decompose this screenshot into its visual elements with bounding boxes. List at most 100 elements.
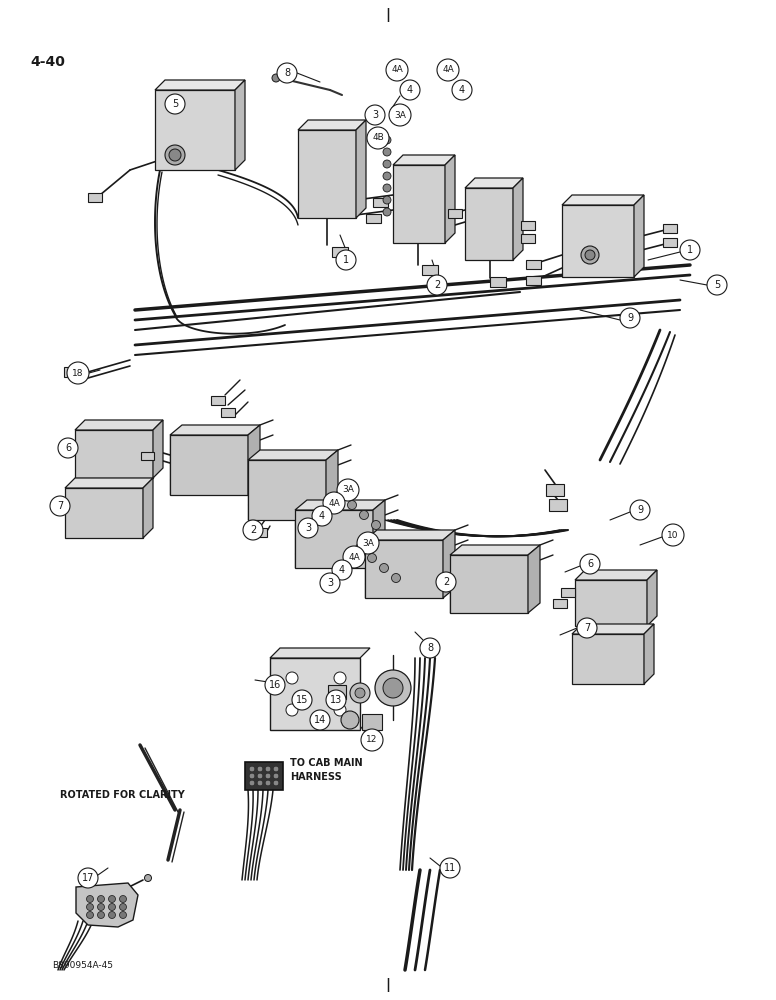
Circle shape bbox=[389, 104, 411, 126]
FancyBboxPatch shape bbox=[546, 484, 564, 496]
Text: |: | bbox=[386, 978, 390, 992]
Circle shape bbox=[580, 554, 600, 574]
FancyBboxPatch shape bbox=[561, 587, 575, 596]
Text: 8: 8 bbox=[284, 68, 290, 78]
Text: 4B: 4B bbox=[372, 133, 384, 142]
FancyBboxPatch shape bbox=[450, 555, 528, 613]
Circle shape bbox=[383, 172, 391, 180]
FancyBboxPatch shape bbox=[140, 452, 154, 460]
Circle shape bbox=[310, 710, 330, 730]
Text: 6: 6 bbox=[65, 443, 71, 453]
Polygon shape bbox=[170, 425, 260, 435]
Polygon shape bbox=[143, 478, 153, 538]
Circle shape bbox=[249, 773, 255, 779]
Circle shape bbox=[249, 766, 255, 772]
Polygon shape bbox=[235, 80, 245, 170]
Polygon shape bbox=[562, 195, 644, 205]
FancyBboxPatch shape bbox=[575, 580, 647, 626]
Circle shape bbox=[243, 520, 263, 540]
FancyBboxPatch shape bbox=[328, 685, 346, 699]
Polygon shape bbox=[572, 624, 654, 634]
Circle shape bbox=[86, 912, 93, 918]
Circle shape bbox=[577, 618, 597, 638]
Text: 4-40: 4-40 bbox=[30, 55, 65, 69]
Circle shape bbox=[273, 773, 279, 779]
Text: 17: 17 bbox=[81, 873, 94, 883]
Circle shape bbox=[427, 275, 447, 295]
FancyBboxPatch shape bbox=[521, 233, 535, 242]
Text: 9: 9 bbox=[637, 505, 643, 515]
Circle shape bbox=[272, 74, 280, 82]
Circle shape bbox=[386, 59, 408, 81]
Polygon shape bbox=[298, 120, 366, 130]
Text: 3A: 3A bbox=[342, 486, 354, 494]
Circle shape bbox=[286, 704, 298, 716]
FancyBboxPatch shape bbox=[549, 499, 567, 511]
Text: 10: 10 bbox=[667, 530, 679, 540]
FancyBboxPatch shape bbox=[525, 275, 541, 284]
Text: 5: 5 bbox=[714, 280, 720, 290]
Circle shape bbox=[265, 773, 271, 779]
Circle shape bbox=[383, 678, 403, 698]
Polygon shape bbox=[644, 624, 654, 684]
Text: 18: 18 bbox=[72, 368, 84, 377]
Circle shape bbox=[440, 858, 460, 878]
FancyBboxPatch shape bbox=[298, 130, 356, 218]
Circle shape bbox=[50, 496, 70, 516]
Circle shape bbox=[334, 672, 346, 684]
Circle shape bbox=[98, 904, 105, 910]
Circle shape bbox=[383, 160, 391, 168]
Text: 1: 1 bbox=[343, 255, 349, 265]
FancyBboxPatch shape bbox=[88, 192, 102, 202]
Circle shape bbox=[680, 240, 700, 260]
FancyBboxPatch shape bbox=[221, 408, 235, 416]
Circle shape bbox=[326, 690, 346, 710]
Circle shape bbox=[383, 196, 391, 204]
Circle shape bbox=[78, 868, 98, 888]
Text: |: | bbox=[386, 8, 390, 22]
Circle shape bbox=[169, 149, 181, 161]
Text: 11: 11 bbox=[444, 863, 456, 873]
Circle shape bbox=[144, 874, 151, 882]
Circle shape bbox=[165, 94, 185, 114]
FancyBboxPatch shape bbox=[521, 221, 535, 230]
Text: 4: 4 bbox=[459, 85, 465, 95]
FancyBboxPatch shape bbox=[663, 224, 677, 232]
Circle shape bbox=[359, 510, 369, 520]
Text: 4A: 4A bbox=[348, 552, 360, 562]
FancyBboxPatch shape bbox=[270, 658, 360, 730]
Circle shape bbox=[581, 246, 599, 264]
Text: 2: 2 bbox=[443, 577, 449, 587]
FancyBboxPatch shape bbox=[393, 165, 445, 243]
Circle shape bbox=[249, 780, 255, 786]
Circle shape bbox=[120, 896, 126, 902]
Circle shape bbox=[120, 912, 126, 918]
Text: 16: 16 bbox=[268, 680, 281, 690]
Text: ROTATED FOR CLARITY: ROTATED FOR CLARITY bbox=[60, 790, 185, 800]
Polygon shape bbox=[65, 478, 153, 488]
FancyBboxPatch shape bbox=[663, 237, 677, 246]
Circle shape bbox=[365, 105, 385, 125]
Text: 4A: 4A bbox=[391, 66, 403, 75]
Text: 13: 13 bbox=[330, 695, 342, 705]
Polygon shape bbox=[295, 500, 385, 510]
Text: 4: 4 bbox=[407, 85, 413, 95]
Circle shape bbox=[165, 145, 185, 165]
Circle shape bbox=[323, 492, 345, 514]
Circle shape bbox=[383, 136, 391, 144]
Circle shape bbox=[436, 572, 456, 592]
Circle shape bbox=[109, 912, 116, 918]
Circle shape bbox=[585, 250, 595, 260]
Text: 15: 15 bbox=[296, 695, 308, 705]
Polygon shape bbox=[443, 530, 455, 598]
Circle shape bbox=[336, 250, 356, 270]
Polygon shape bbox=[248, 450, 338, 460]
Polygon shape bbox=[513, 178, 523, 260]
Text: 6: 6 bbox=[587, 559, 593, 569]
Circle shape bbox=[120, 904, 126, 910]
Circle shape bbox=[350, 683, 370, 703]
Circle shape bbox=[348, 500, 356, 510]
Text: 4A: 4A bbox=[442, 66, 454, 75]
FancyBboxPatch shape bbox=[170, 435, 248, 495]
Circle shape bbox=[67, 362, 89, 384]
